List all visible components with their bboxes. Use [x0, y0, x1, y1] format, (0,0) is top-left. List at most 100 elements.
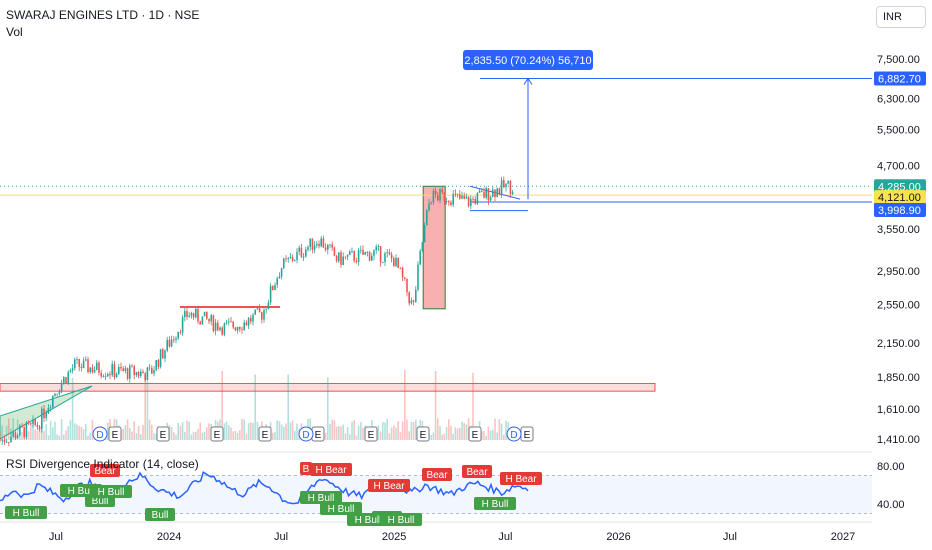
volume-bar: [437, 418, 439, 440]
candle-body: [428, 203, 430, 211]
candle-body: [3, 439, 6, 443]
candle-body: [375, 246, 377, 251]
earnings-marker: [258, 426, 272, 442]
volume-bar: [69, 419, 72, 440]
candle-body: [122, 368, 124, 371]
volume-bar: [192, 431, 195, 440]
volume-bar: [412, 422, 415, 440]
candle-body: [382, 261, 384, 263]
volume-bar: [294, 430, 296, 440]
volume-bar: [472, 372, 474, 440]
volume-bar: [144, 373, 146, 440]
candle-body: [80, 366, 83, 369]
candle-body: [318, 243, 320, 247]
volume-bar: [430, 434, 432, 440]
price-tick-label: 1,610.00: [877, 404, 920, 416]
candle-body: [19, 426, 21, 436]
volume-bar: [327, 377, 329, 440]
volume-bar: [500, 423, 503, 440]
volume-bar: [107, 422, 109, 440]
price-tick-label: 2,150.00: [877, 338, 920, 350]
candle-body: [285, 258, 287, 260]
candle-body: [126, 368, 129, 379]
volume-bar: [199, 422, 201, 440]
candle-body: [175, 338, 177, 340]
volume-bar: [56, 434, 58, 440]
candle-body: [208, 318, 210, 322]
candle-body: [98, 362, 100, 374]
volume-bar: [489, 430, 492, 440]
candle-body: [496, 188, 498, 198]
volume-bar: [155, 433, 157, 440]
rsi-signal-badge: [474, 497, 516, 510]
volume-bar: [406, 419, 408, 440]
candle-body: [36, 424, 39, 427]
candle-body: [410, 300, 413, 304]
candle-body: [221, 327, 223, 335]
candle-body: [142, 371, 144, 374]
volume-bar: [71, 377, 74, 440]
volume-bar: [415, 419, 417, 440]
volume-bar: [245, 433, 248, 440]
volume-bar: [439, 425, 441, 440]
volume-bar: [450, 425, 452, 440]
candle-body: [164, 350, 166, 359]
candle-body: [448, 201, 450, 203]
candle-body: [188, 315, 190, 317]
volume-bar: [445, 427, 448, 440]
volume-bar: [379, 431, 382, 440]
volume-bar: [408, 431, 410, 440]
candle-body: [25, 422, 28, 437]
rsi-tick-label: 40.00: [877, 499, 905, 511]
volume-bars: [0, 369, 514, 440]
rsi-signal-label: Bull: [152, 510, 169, 521]
candle-body: [423, 225, 426, 243]
volume-bar: [239, 430, 241, 440]
candle-body: [129, 365, 131, 379]
rsi-band: [0, 475, 872, 514]
candle-body: [89, 367, 91, 373]
candle-body: [210, 315, 212, 322]
volume-bar: [296, 423, 298, 440]
candle-body: [324, 247, 327, 250]
volume-bar: [129, 428, 131, 440]
currency-selector[interactable]: INR: [876, 6, 926, 28]
volume-bar: [494, 418, 496, 440]
volume-bar: [441, 434, 443, 440]
candle-body: [63, 377, 65, 384]
volume-bar: [382, 422, 384, 440]
volume-bar: [126, 419, 129, 440]
volume-bar: [386, 418, 388, 440]
earnings-label: E: [472, 430, 479, 441]
candle-body: [111, 364, 113, 376]
volume-bar: [397, 421, 399, 440]
volume-bar: [32, 422, 34, 440]
volume-bar: [135, 433, 138, 440]
earnings-marker: [416, 426, 430, 442]
candle-body: [212, 315, 215, 331]
candle-body: [34, 419, 36, 425]
price-label: 3,998.90: [878, 205, 921, 217]
candle-body: [434, 190, 437, 195]
volume-bar: [388, 433, 391, 440]
volume-bar: [34, 429, 36, 440]
candle-body: [177, 331, 179, 339]
candle-body: [344, 256, 347, 258]
volume-bar: [186, 420, 188, 440]
price-tick-label: 1,850.00: [877, 372, 920, 384]
price-tick-label: 1,410.00: [877, 434, 920, 446]
candle-body: [109, 373, 111, 376]
candle-body: [401, 267, 404, 278]
volume-bar: [188, 421, 190, 440]
rsi-signal-badge: [422, 468, 452, 481]
volume-bar: [333, 420, 336, 440]
candle-body: [417, 264, 419, 290]
volume-bar: [357, 425, 360, 440]
volume-bar: [487, 426, 490, 440]
candle-body: [357, 250, 360, 263]
volume-bar: [137, 425, 140, 440]
candle-body: [85, 359, 87, 361]
candle-body: [390, 254, 393, 259]
candle-body: [10, 436, 12, 443]
